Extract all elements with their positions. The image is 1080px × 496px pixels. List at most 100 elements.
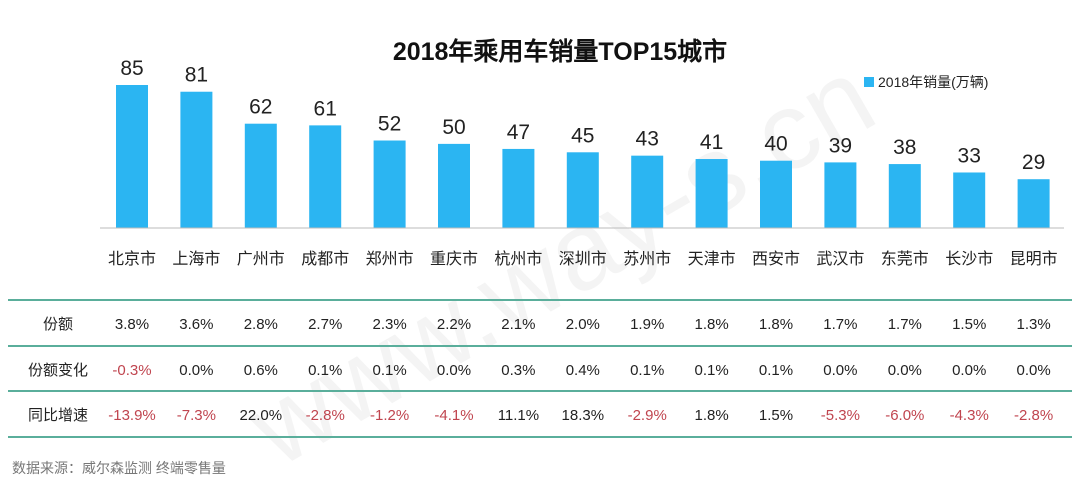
table-cell: 1.5% [952, 316, 986, 333]
table-cell: -0.3% [112, 362, 151, 379]
bar [566, 152, 599, 228]
table-cell: 2.2% [437, 316, 471, 333]
data-label: 38 [893, 136, 916, 159]
row-label: 份额 [43, 316, 73, 333]
bar [824, 162, 857, 228]
table-cell: -4.3% [950, 407, 989, 424]
table-cell: 3.6% [179, 316, 213, 333]
bar [116, 85, 148, 228]
table-cell: -2.8% [1014, 407, 1053, 424]
data-source-note: 数据来源：威尔森监测 终端零售量 [12, 460, 226, 476]
data-label: 45 [571, 124, 594, 147]
data-label: 85 [120, 57, 143, 80]
table-cell: 0.0% [1016, 362, 1050, 379]
table-cell: 0.0% [888, 362, 922, 379]
category-label: 郑州市 [366, 250, 414, 268]
table-cell: -7.3% [177, 407, 216, 424]
data-label: 50 [442, 116, 465, 139]
bar [502, 148, 535, 228]
data-label: 47 [507, 121, 530, 144]
bar [309, 125, 342, 228]
chart-title: 2018年乘用车销量TOP15城市 [393, 37, 727, 66]
table-cell: 1.7% [888, 316, 922, 333]
data-label: 40 [764, 133, 787, 156]
table-cell: 18.3% [562, 407, 605, 424]
table-cell: 1.9% [630, 316, 664, 333]
table-cell: 0.1% [372, 362, 406, 379]
legend-label: 2018年销量(万辆) [878, 74, 988, 90]
table-cell: 2.1% [501, 316, 535, 333]
legend-swatch [864, 77, 874, 87]
table-cell: -13.9% [108, 407, 156, 424]
table-cell: 0.1% [630, 362, 664, 379]
table-cell: 22.0% [240, 407, 283, 424]
bar [180, 91, 213, 229]
category-label: 西安市 [752, 250, 800, 268]
category-label: 长沙市 [945, 250, 993, 268]
table-cell: 3.8% [115, 316, 149, 333]
table-row: 份额 3.8% 3.6% 2.8% 2.7% 2.3% 2.2% 2.1% 2.0% 1.9% 1.… [43, 316, 1051, 333]
category-label: 武汉市 [816, 250, 864, 268]
data-label: 61 [314, 97, 337, 120]
table-cell: 2.7% [308, 316, 342, 333]
category-label: 天津市 [688, 250, 736, 268]
table-row: 同比增速 -13.9% -7.3% 22.0% -2.8% -1.2% -4.1% 11.1%… [28, 407, 1053, 424]
table-cell: 0.0% [179, 362, 213, 379]
category-label: 杭州市 [494, 250, 542, 268]
table-cell: 0.4% [566, 362, 600, 379]
table-cell: 0.1% [694, 362, 728, 379]
row-label: 同比增速 [28, 407, 88, 424]
legend: 2018年销量(万辆) [864, 74, 988, 90]
table-cell: 0.6% [244, 362, 278, 379]
category-label: 深圳市 [559, 250, 607, 268]
category-label: 昆明市 [1010, 250, 1058, 268]
category-label: 成都市 [301, 250, 349, 268]
data-label: 29 [1022, 151, 1045, 174]
table-cell: 1.8% [694, 316, 728, 333]
category-label: 上海市 [172, 250, 220, 268]
bar [373, 140, 406, 228]
table-cell: 1.8% [694, 407, 728, 424]
table-cell: -6.0% [885, 407, 924, 424]
category-label: 东莞市 [881, 250, 929, 268]
table-cell: 1.8% [759, 316, 793, 333]
bar [1017, 179, 1050, 228]
table-row: 份额变化 -0.3% 0.0% 0.6% 0.1% 0.1% 0.0% 0.3% 0.4% 0.1… [28, 362, 1051, 379]
table-cell: -5.3% [821, 407, 860, 424]
table-cell: -2.8% [306, 407, 345, 424]
table-cell: 2.3% [372, 316, 406, 333]
table-cell: -1.2% [370, 407, 409, 424]
bar [695, 159, 728, 228]
bar [244, 123, 277, 228]
bar [888, 164, 921, 228]
category-label: 北京市 [108, 250, 156, 268]
category-label: 广州市 [237, 250, 285, 268]
table-cell: 1.3% [1016, 316, 1050, 333]
data-label: 52 [378, 113, 401, 136]
table-cell: 0.1% [308, 362, 342, 379]
row-label: 份额变化 [28, 362, 88, 379]
data-label: 41 [700, 131, 723, 154]
data-label: 62 [249, 96, 272, 119]
category-label: 苏州市 [623, 250, 671, 268]
table-cell: 0.0% [823, 362, 857, 379]
table-cell: 2.0% [566, 316, 600, 333]
table-cell: 0.1% [759, 362, 793, 379]
table-cell: 0.0% [437, 362, 471, 379]
table-cell: 0.0% [952, 362, 986, 379]
bar [953, 172, 986, 228]
data-label: 43 [636, 128, 659, 151]
bar [631, 155, 664, 228]
table-cell: 1.5% [759, 407, 793, 424]
table-cell: -2.9% [628, 407, 667, 424]
table-cell: 1.7% [823, 316, 857, 333]
table-cell: 0.3% [501, 362, 535, 379]
table-cell: -4.1% [434, 407, 473, 424]
table-cell: 2.8% [244, 316, 278, 333]
category-label: 重庆市 [430, 250, 478, 268]
data-label: 81 [185, 64, 208, 87]
bar [760, 160, 792, 228]
bar [438, 143, 470, 228]
data-label: 39 [829, 134, 852, 157]
